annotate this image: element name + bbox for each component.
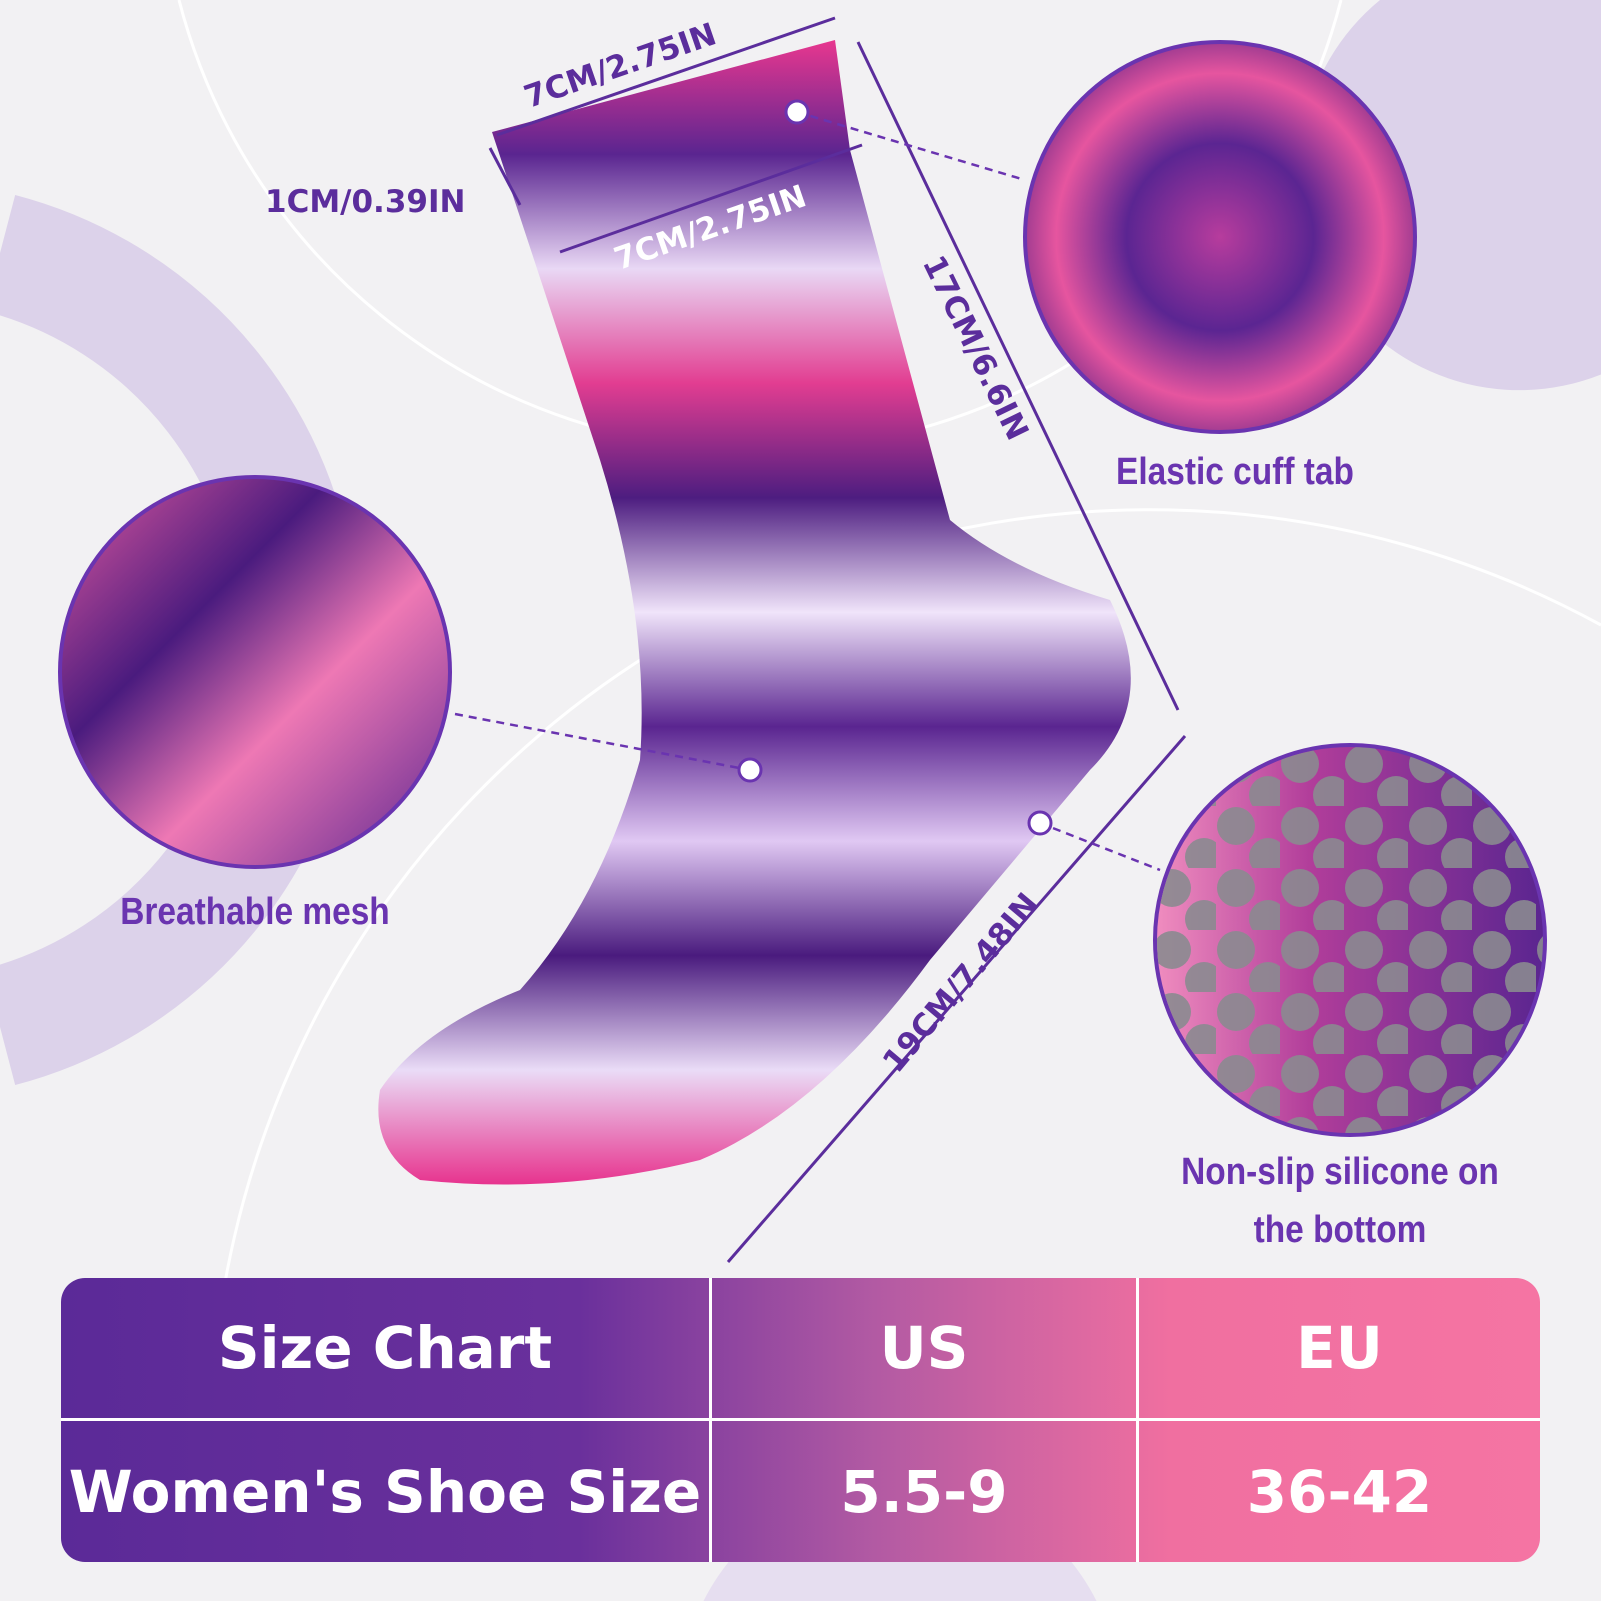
size-chart-table: Size Chart US EU Women's Shoe Size 5.5-9… xyxy=(61,1278,1540,1562)
header-eu: EU xyxy=(1296,1314,1383,1382)
eu-size-value: 36-42 xyxy=(1246,1457,1433,1526)
elastic-cuff-label: Elastic cuff tab xyxy=(1116,451,1354,493)
cuff-height-label: 1CM/0.39IN xyxy=(265,184,466,220)
cuff-detail-image xyxy=(1023,40,1417,434)
us-size-value: 5.5-9 xyxy=(840,1457,1008,1526)
row-label-womens-shoe-size: Women's Shoe Size xyxy=(68,1457,702,1526)
header-us: US xyxy=(879,1314,969,1382)
silicone-label-line2: the bottom xyxy=(1253,1209,1427,1251)
header-size-chart: Size Chart xyxy=(217,1314,553,1382)
silicone-label-line1: Non-slip silicone on xyxy=(1181,1151,1499,1193)
mesh-detail-image xyxy=(58,475,452,869)
sock-image xyxy=(378,40,1131,1185)
breathable-mesh-label: Breathable mesh xyxy=(120,891,390,933)
